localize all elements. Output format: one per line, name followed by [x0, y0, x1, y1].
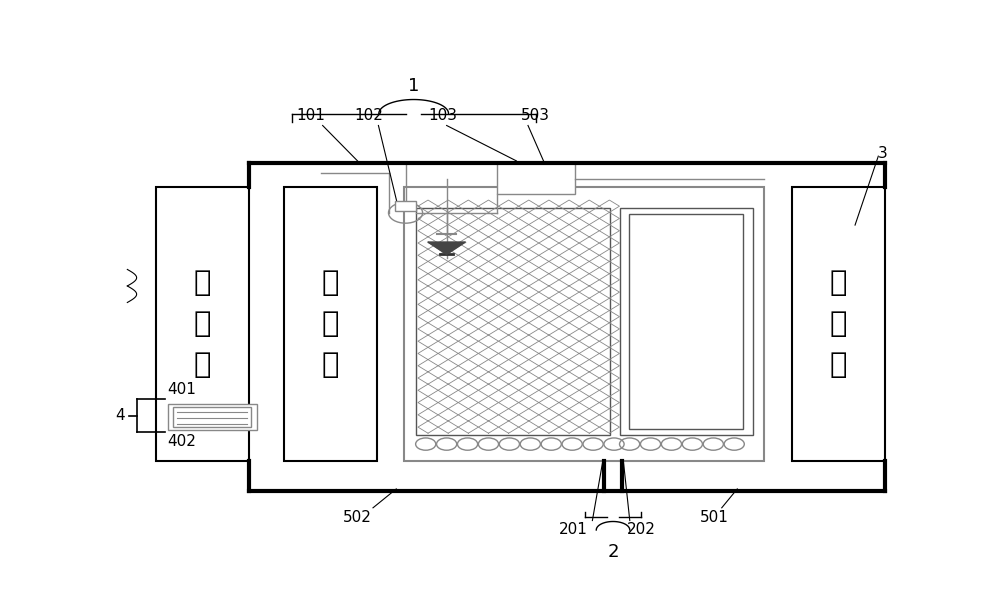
Text: 103: 103 [428, 108, 457, 123]
Bar [284, 187, 377, 460]
Text: 202: 202 [627, 522, 656, 537]
Bar [416, 208, 610, 435]
Bar [404, 187, 764, 460]
Text: 502: 502 [343, 510, 372, 525]
Text: 101: 101 [297, 108, 325, 123]
Text: 501: 501 [700, 510, 728, 525]
Text: 冷
水
池: 冷 水 池 [194, 268, 211, 379]
Text: 1: 1 [408, 77, 419, 95]
Text: 201: 201 [559, 522, 587, 537]
Text: 503: 503 [521, 108, 550, 123]
Bar [173, 407, 251, 427]
Text: 102: 102 [355, 108, 384, 123]
Text: 集
水
池: 集 水 池 [829, 268, 847, 379]
Text: 2: 2 [607, 543, 619, 562]
Bar [497, 163, 574, 194]
Text: 3: 3 [878, 147, 888, 161]
Bar [629, 214, 743, 429]
Text: 海
水
池: 海 水 池 [322, 268, 339, 379]
Bar [395, 201, 416, 211]
Text: 402: 402 [168, 434, 196, 449]
Text: 401: 401 [168, 383, 196, 397]
Bar [792, 187, 885, 460]
Polygon shape [428, 242, 465, 254]
Bar [156, 187, 249, 460]
Bar [168, 404, 257, 430]
Bar [620, 208, 753, 435]
Text: 4: 4 [115, 408, 125, 423]
